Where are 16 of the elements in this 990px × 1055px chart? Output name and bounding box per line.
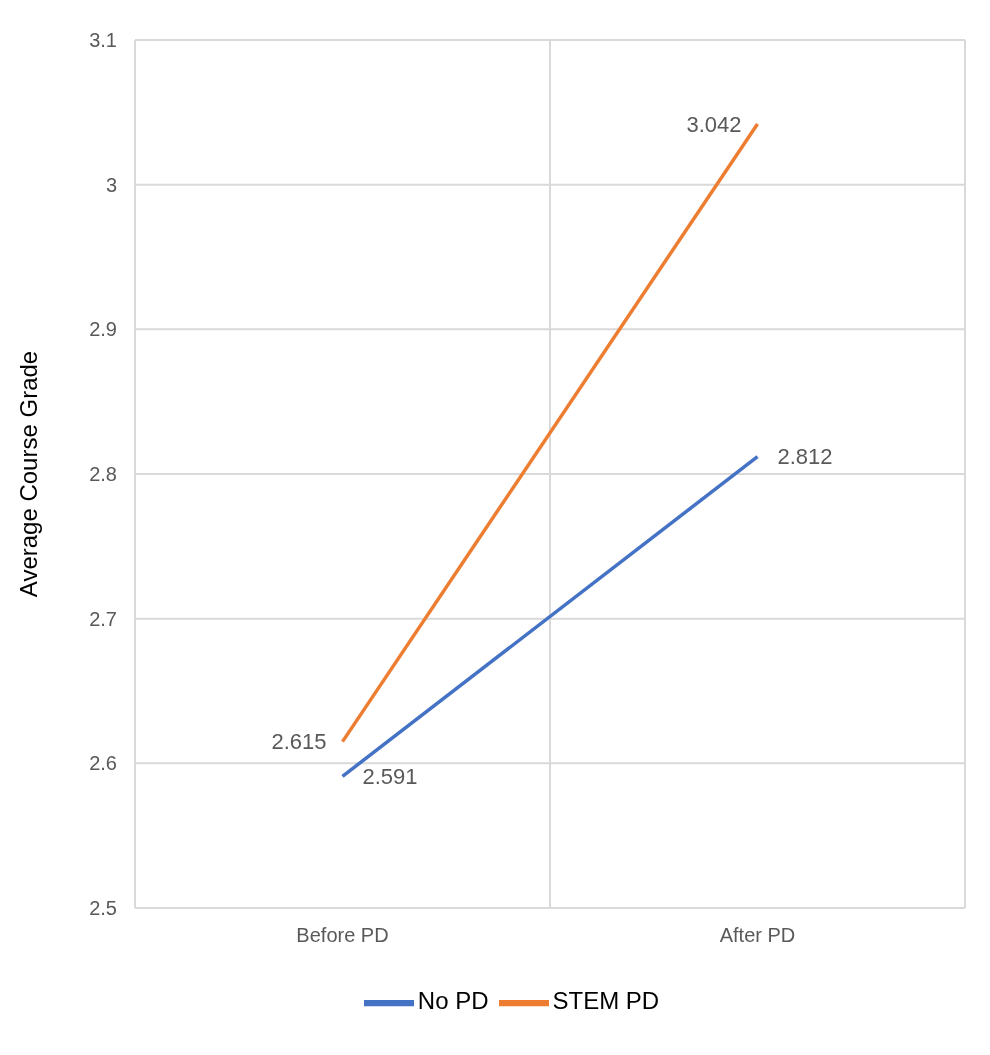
x-tick-label: Before PD — [296, 924, 389, 947]
x-tick-label: After PD — [719, 924, 796, 947]
data-label: 2.615 — [271, 729, 327, 755]
data-label: 2.591 — [362, 764, 418, 790]
legend-label: STEM PD — [552, 987, 660, 1015]
y-tick-label: 2.7 — [89, 607, 117, 630]
y-axis-title: Average Course Grade — [14, 350, 42, 598]
data-label: 3.042 — [686, 111, 742, 137]
y-tick-label: 3.1 — [89, 29, 117, 52]
y-tick-label: 2.5 — [89, 897, 117, 920]
y-tick-label: 3 — [105, 173, 117, 196]
data-label: 2.812 — [777, 444, 833, 470]
y-tick-label: 2.9 — [89, 318, 117, 341]
y-tick-label: 2.6 — [89, 752, 117, 775]
y-tick-label: 2.8 — [89, 463, 117, 486]
legend-label: No PD — [417, 987, 489, 1015]
